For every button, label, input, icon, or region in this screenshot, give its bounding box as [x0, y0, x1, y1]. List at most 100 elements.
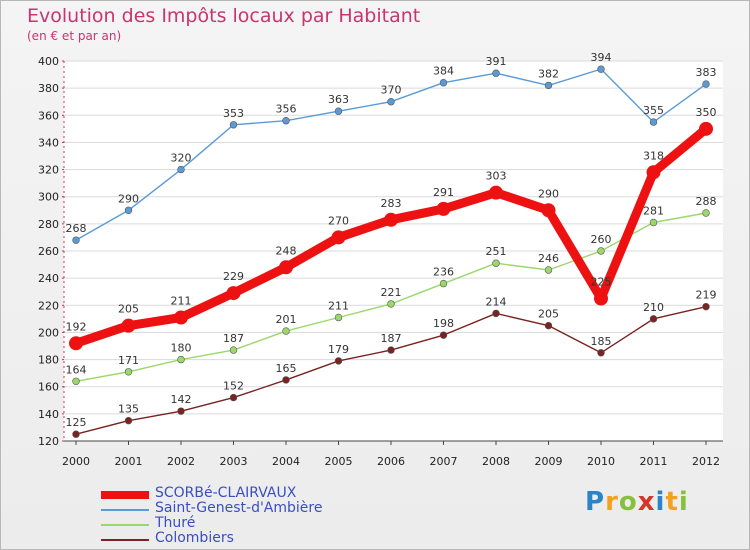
data-label: 246	[538, 252, 559, 265]
logo-letter: r	[605, 487, 619, 517]
data-label: 201	[276, 313, 297, 326]
data-label: 171	[118, 354, 139, 367]
data-label: 270	[328, 214, 349, 227]
data-label: 165	[276, 362, 297, 375]
legend-label: SCORBé-CLAIRVAUX	[155, 485, 297, 501]
logo-letter: t	[665, 487, 679, 517]
data-point	[702, 80, 710, 88]
y-tick-label: 360	[38, 109, 59, 122]
data-point	[492, 309, 500, 318]
y-tick-label: 300	[38, 191, 59, 204]
data-label: 164	[66, 363, 87, 376]
data-point	[489, 185, 503, 200]
legend-swatch	[101, 539, 149, 541]
data-point	[69, 336, 83, 351]
data-label: 394	[591, 51, 612, 64]
data-label: 152	[223, 380, 244, 393]
y-tick-label: 140	[38, 408, 59, 421]
y-tick-label: 280	[38, 218, 59, 231]
y-tick-label: 320	[38, 164, 59, 177]
logo-letter: i	[655, 487, 666, 517]
data-label: 318	[643, 149, 664, 162]
data-point	[544, 81, 553, 90]
data-point	[177, 165, 185, 174]
data-point	[702, 209, 710, 217]
data-point	[72, 236, 80, 244]
data-point	[541, 203, 556, 218]
data-label: 288	[696, 195, 717, 208]
data-label: 355	[643, 104, 664, 117]
data-point	[229, 121, 238, 129]
data-point	[649, 315, 658, 323]
data-label: 219	[696, 289, 717, 302]
data-point	[226, 286, 241, 301]
data-label: 205	[118, 303, 139, 316]
data-label: 353	[223, 107, 244, 120]
data-point	[72, 430, 80, 438]
data-point	[124, 206, 133, 214]
x-tick-label: 2001	[115, 455, 143, 468]
data-point	[439, 331, 448, 339]
data-point	[229, 346, 238, 354]
legend-swatch	[101, 491, 149, 499]
data-label: 350	[696, 106, 717, 119]
data-label: 384	[433, 65, 454, 78]
data-point	[597, 247, 605, 255]
legend-label: Thuré	[155, 515, 196, 531]
y-tick-label: 340	[38, 136, 59, 149]
data-label: 290	[538, 187, 559, 200]
x-tick-label: 2006	[377, 455, 405, 468]
data-point	[544, 266, 553, 274]
data-label: 236	[433, 266, 454, 279]
data-point	[124, 416, 133, 425]
data-point	[387, 300, 395, 308]
y-tick-label: 180	[38, 354, 59, 367]
data-label: 283	[381, 197, 402, 210]
x-tick-label: 2005	[325, 455, 353, 468]
y-tick-label: 380	[38, 82, 59, 95]
data-label: 303	[486, 170, 507, 183]
legend-label: Colombiers	[155, 530, 234, 546]
x-tick-label: 2003	[220, 455, 248, 468]
data-point	[699, 121, 713, 136]
x-tick-label: 2012	[692, 455, 720, 468]
data-point	[492, 69, 500, 77]
data-point	[597, 65, 605, 73]
data-point	[282, 327, 290, 335]
data-point	[72, 377, 80, 385]
data-point	[124, 368, 133, 376]
x-tick-label: 2008	[482, 455, 510, 468]
x-tick-label: 2007	[430, 455, 458, 468]
data-label: 185	[591, 335, 612, 348]
y-tick-label: 160	[38, 381, 59, 394]
data-label: 370	[381, 84, 402, 97]
data-label: 187	[223, 332, 244, 345]
data-point	[229, 393, 238, 402]
data-point	[702, 302, 710, 311]
data-point	[334, 313, 343, 322]
data-label: 180	[171, 342, 192, 355]
logo-letter: i	[678, 487, 689, 517]
logo-letter: P	[585, 487, 606, 517]
data-point	[594, 291, 608, 306]
data-point	[597, 349, 605, 357]
data-point	[646, 165, 661, 180]
data-point	[649, 218, 658, 227]
data-point	[279, 260, 293, 275]
legend-label: Saint-Genest-d'Ambière	[155, 500, 323, 516]
chart-title: Evolution des Impôts locaux par Habitant	[27, 5, 421, 27]
data-point	[334, 107, 343, 115]
y-tick-label: 240	[38, 272, 59, 285]
data-label: 142	[171, 393, 192, 406]
data-label: 363	[328, 93, 349, 106]
data-label: 248	[276, 244, 297, 257]
data-label: 211	[328, 300, 349, 313]
y-tick-label: 400	[38, 55, 59, 68]
data-label: 281	[643, 205, 664, 218]
data-label: 260	[591, 233, 612, 246]
data-point	[544, 321, 553, 330]
x-tick-label: 2002	[167, 455, 195, 468]
data-label: 382	[538, 67, 559, 80]
